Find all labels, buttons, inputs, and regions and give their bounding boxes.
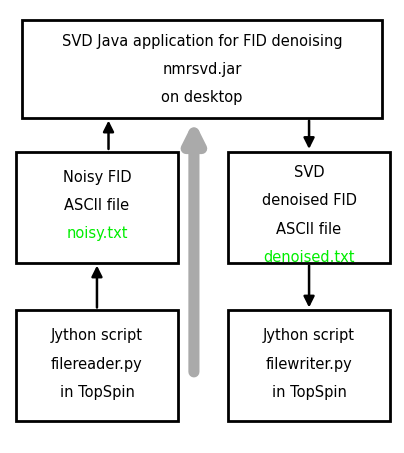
Text: denoised.txt: denoised.txt <box>263 250 355 265</box>
Text: filereader.py: filereader.py <box>51 357 143 371</box>
Text: SVD: SVD <box>294 165 324 180</box>
Text: Jython script: Jython script <box>263 328 355 343</box>
FancyBboxPatch shape <box>228 310 390 421</box>
Text: in TopSpin: in TopSpin <box>59 385 135 400</box>
Text: noisy.txt: noisy.txt <box>66 226 128 241</box>
Text: in TopSpin: in TopSpin <box>271 385 347 400</box>
FancyBboxPatch shape <box>22 20 382 118</box>
FancyBboxPatch shape <box>16 152 178 263</box>
Text: SVD Java application for FID denoising: SVD Java application for FID denoising <box>62 34 342 49</box>
Text: Jython script: Jython script <box>51 328 143 343</box>
Text: filewriter.py: filewriter.py <box>266 357 352 371</box>
Text: Noisy FID: Noisy FID <box>63 170 131 185</box>
Text: ASCII file: ASCII file <box>64 198 130 213</box>
FancyBboxPatch shape <box>16 310 178 421</box>
Text: denoised FID: denoised FID <box>261 193 357 208</box>
Text: on desktop: on desktop <box>161 90 243 105</box>
Text: ASCII file: ASCII file <box>276 222 342 236</box>
Text: nmrsvd.jar: nmrsvd.jar <box>162 62 242 77</box>
FancyBboxPatch shape <box>228 152 390 263</box>
